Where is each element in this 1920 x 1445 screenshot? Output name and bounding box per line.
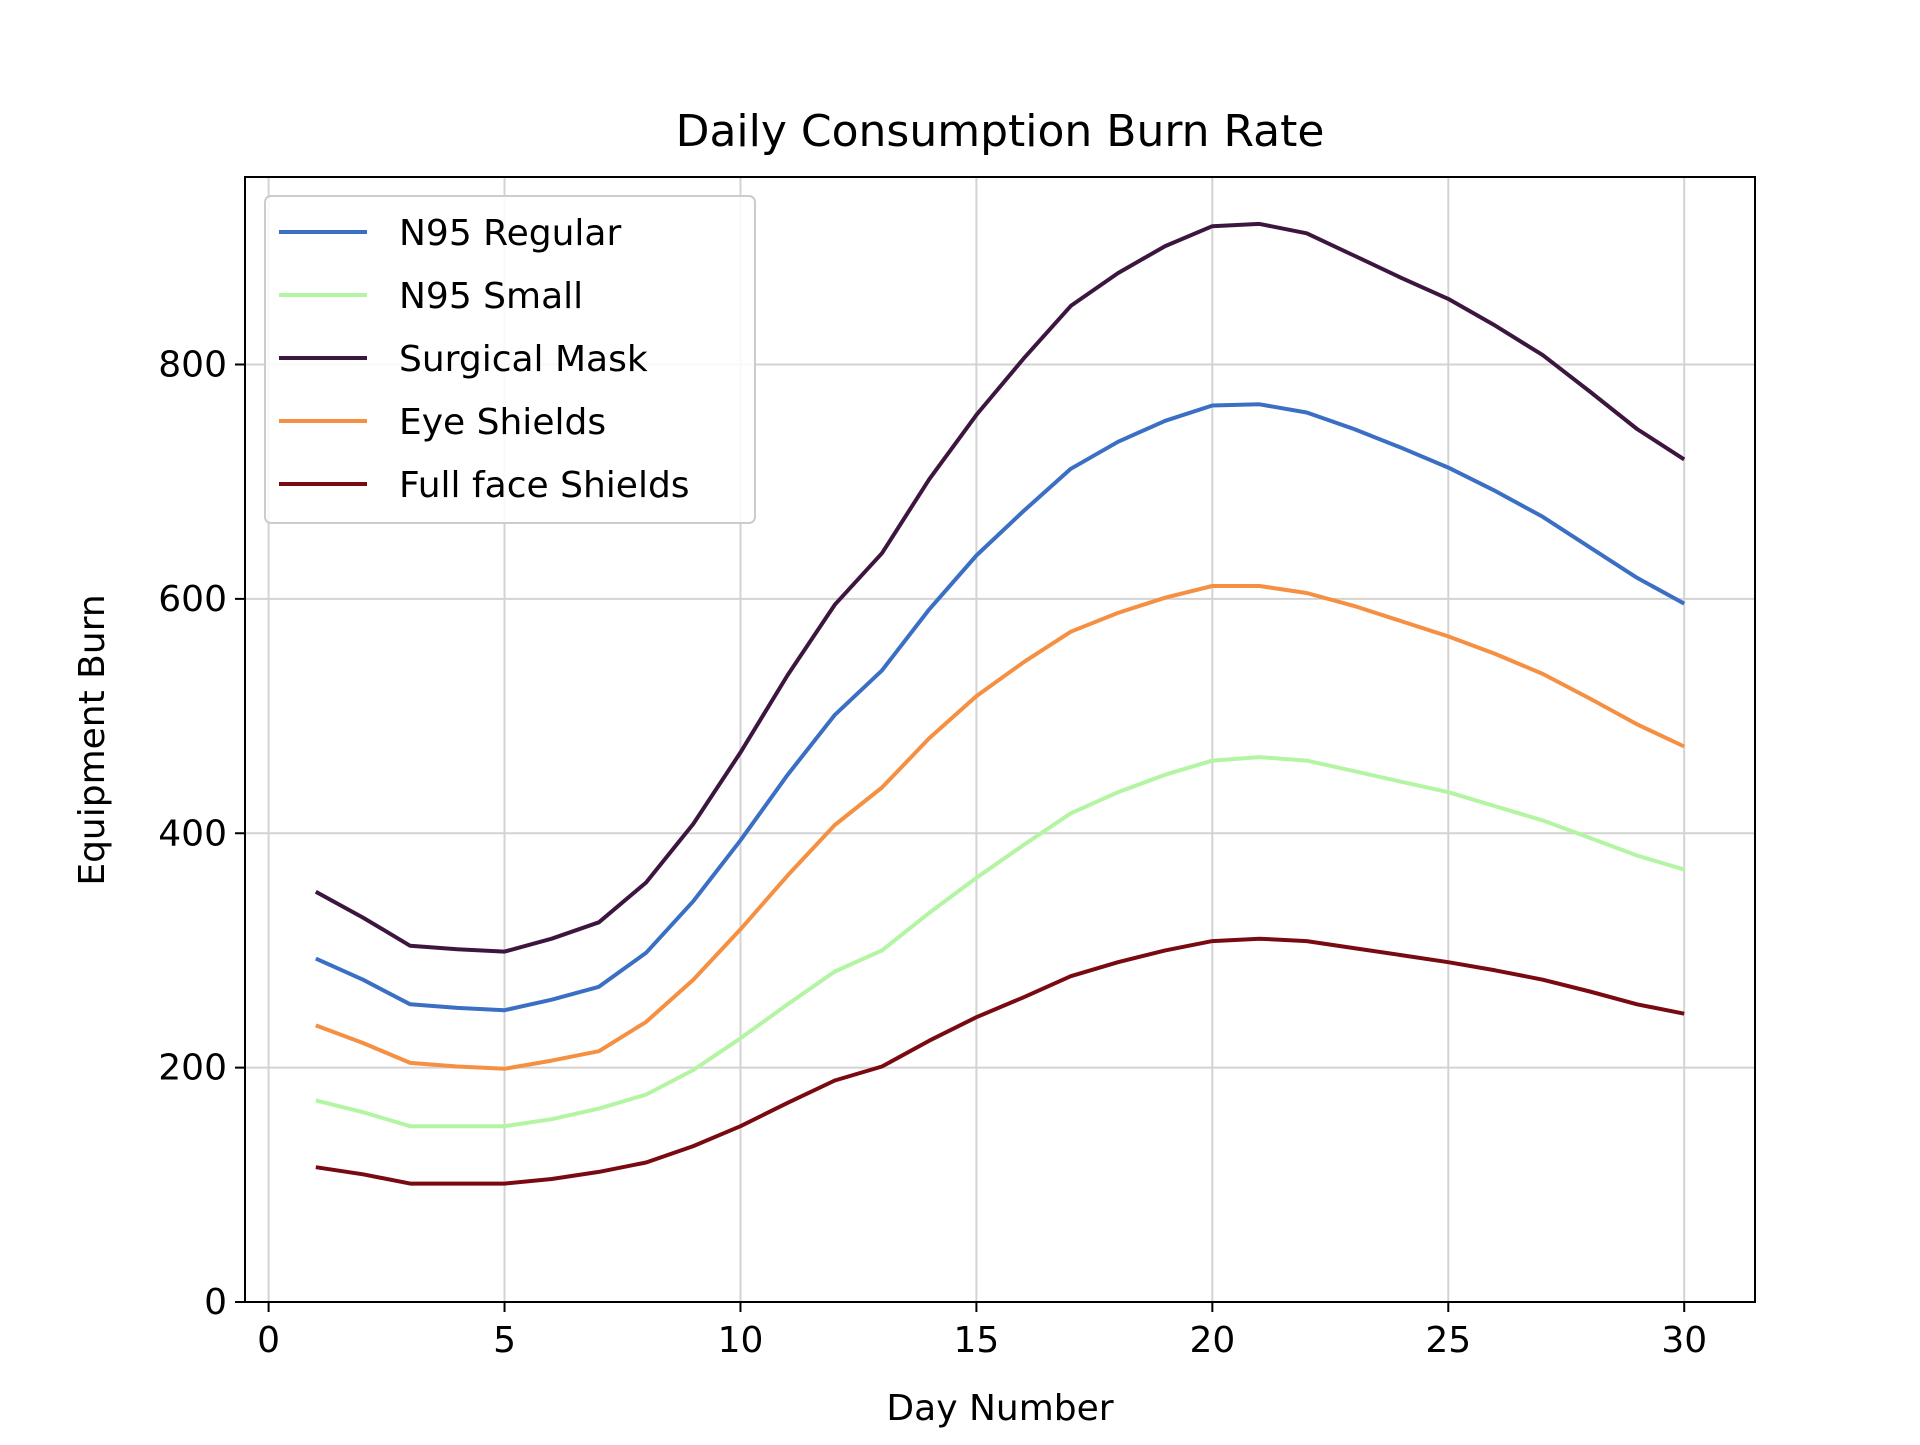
- x-axis-ticks: 0 5 10 15 20 25 30: [257, 1302, 1707, 1361]
- y-axis-label: Equipment Burn: [72, 594, 113, 885]
- chart-title: Daily Consumption Burn Rate: [676, 106, 1325, 157]
- y-tick-label: 600: [158, 579, 227, 620]
- x-tick-label: 15: [954, 1320, 1000, 1361]
- x-tick-label: 10: [718, 1320, 764, 1361]
- series-line-4: [315, 936, 1685, 1186]
- series-line-1: [315, 755, 1685, 1129]
- legend-label-1: N95 Small: [399, 276, 583, 317]
- legend-label-3: Eye Shields: [399, 402, 606, 443]
- y-tick-label: 400: [158, 813, 227, 854]
- y-axis-ticks: 0 200 400 600 800: [158, 345, 245, 1323]
- legend-label-4: Full face Shields: [399, 465, 690, 506]
- legend-label-0: N95 Regular: [399, 213, 621, 254]
- legend-box: [264, 195, 756, 524]
- legend: N95 Regular N95 Small Surgical Mask Eye Shi…: [264, 195, 756, 524]
- series-line-2: [314, 221, 1686, 954]
- legend-label-2: Surgical Mask: [399, 339, 648, 380]
- series-lines: [314, 221, 1686, 1186]
- y-tick-label: 0: [204, 1282, 227, 1323]
- series-line-3: [315, 584, 1686, 1071]
- x-tick-label: 0: [257, 1320, 280, 1361]
- plot-frame: [244, 176, 1756, 1303]
- x-tick-label: 5: [493, 1320, 516, 1361]
- x-tick-label: 25: [1425, 1320, 1471, 1361]
- y-tick-label: 800: [158, 345, 227, 386]
- y-tick-label: 200: [158, 1048, 227, 1089]
- x-axis-label: Day Number: [886, 1388, 1113, 1429]
- x-tick-label: 30: [1661, 1320, 1707, 1361]
- x-tick-label: 20: [1189, 1320, 1235, 1361]
- series-line-0: [314, 402, 1686, 1013]
